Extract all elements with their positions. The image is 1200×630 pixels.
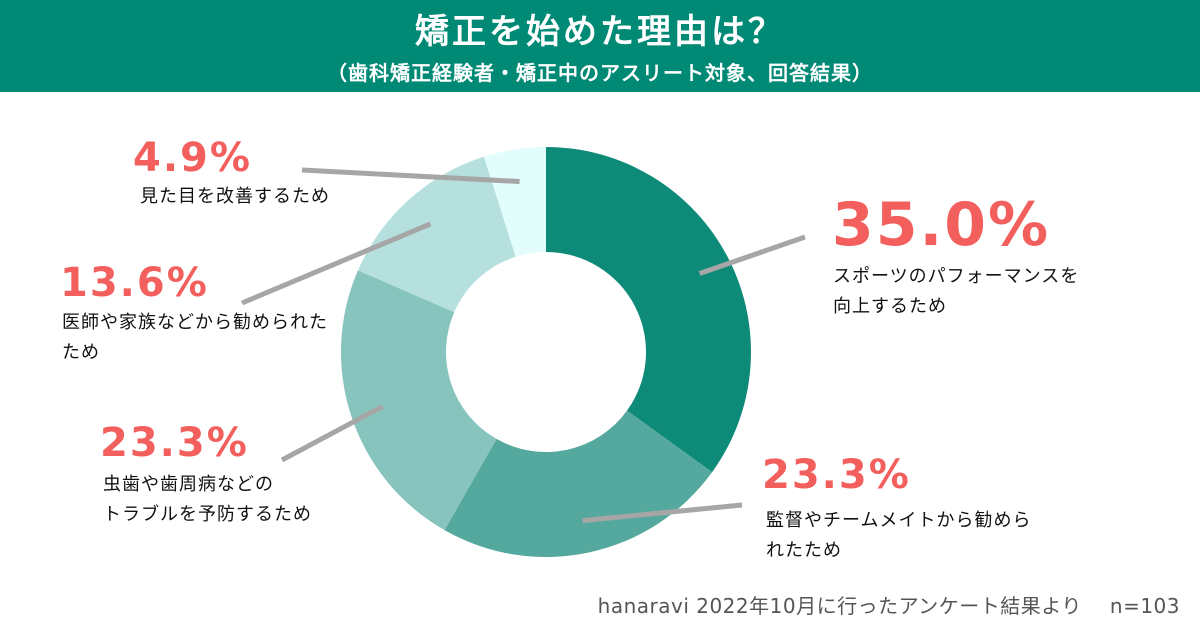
value-label-recommended: 13.6%	[60, 260, 209, 306]
leader-line-appearance	[301, 167, 520, 185]
category-label-coach: 監督やチームメイトから勧めら れたため	[766, 510, 1032, 561]
slice-coach	[444, 410, 713, 557]
category-label-recommended: 医師や家族などから勧められた ため	[62, 312, 328, 363]
slice-prevention	[340, 270, 497, 531]
source-note: hanaravi 2022年10月に行ったアンケート結果より n=103	[598, 590, 1180, 619]
category-label-performance: スポーツのパフォーマンスを 向上するため	[833, 266, 1080, 317]
value-label-prevention: 23.3%	[100, 420, 249, 466]
leader-line-coach	[582, 502, 743, 524]
slice-performance	[546, 147, 752, 473]
category-label-appearance: 見た目を改善するため	[140, 186, 330, 207]
slice-appearance	[483, 147, 546, 257]
leader-line-performance	[698, 234, 806, 276]
chart-title: 矯正を始めた理由は？	[415, 12, 785, 52]
value-label-appearance: 4.9%	[133, 135, 252, 181]
source-text: hanaravi 2022年10月に行ったアンケート結果より	[597, 594, 1082, 618]
sample-size: n=103	[1109, 594, 1180, 618]
value-label-coach: 23.3%	[762, 452, 911, 498]
category-label-prevention: 虫歯や歯周病などの トラブルを予防するため	[103, 474, 312, 525]
slice-recommended	[357, 156, 516, 313]
chart-subtitle: （歯科矯正経験者・矯正中のアスリート対象、回答結果）	[327, 61, 873, 85]
value-label-performance: 35.0%	[832, 190, 1051, 260]
leader-line-recommended	[241, 221, 432, 306]
leader-line-prevention	[280, 404, 384, 463]
header-banner: 矯正を始めた理由は？ （歯科矯正経験者・矯正中のアスリート対象、回答結果）	[0, 0, 1200, 92]
